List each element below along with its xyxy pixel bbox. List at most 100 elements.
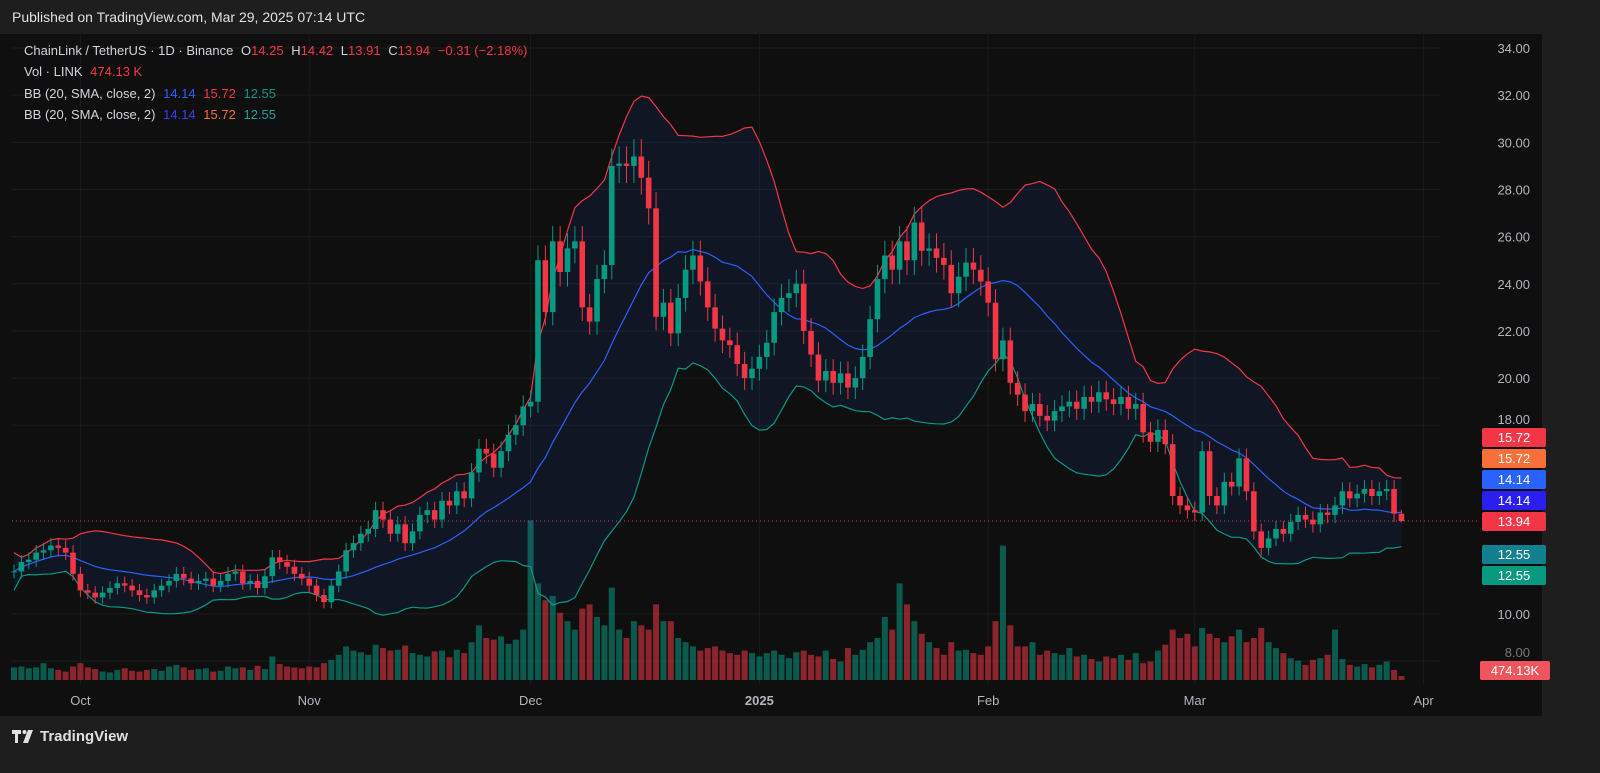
- candle-body: [1287, 521, 1294, 534]
- legend-bb2-row[interactable]: BB (20, SMA, close, 2) 14.14 15.72 12.55: [24, 107, 280, 122]
- symbol-label: ChainLink / TetherUS · 1D · Binance: [24, 43, 234, 58]
- candle-body: [1184, 505, 1191, 511]
- candle-body: [756, 356, 763, 369]
- volume-bar: [874, 638, 881, 680]
- candle-body: [25, 559, 32, 563]
- volume-bar: [1354, 666, 1361, 680]
- volume-bar: [261, 669, 268, 680]
- volume-bar: [1295, 660, 1302, 680]
- candle-body: [180, 573, 187, 579]
- candle-body: [431, 510, 438, 520]
- candle-body: [144, 595, 150, 598]
- candle-body: [476, 448, 482, 473]
- price-tick-label: 20.00: [1497, 371, 1530, 386]
- candle-body: [1317, 512, 1324, 525]
- candle-body: [896, 241, 903, 270]
- tradingview-logo[interactable]: TradingView: [12, 728, 128, 745]
- volume-bar: [402, 645, 409, 680]
- volume-bar: [1280, 653, 1287, 680]
- candle-body: [335, 571, 342, 586]
- candle-body: [1361, 488, 1368, 494]
- volume-bar: [992, 621, 999, 680]
- bb2-label: BB (20, SMA, close, 2): [24, 107, 156, 122]
- legend-symbol-row: ChainLink / TetherUS · 1D · Binance O14.…: [24, 43, 531, 58]
- volume-bar: [291, 667, 298, 680]
- candle-body: [852, 378, 859, 388]
- candle-body: [269, 557, 276, 577]
- volume-bar: [682, 642, 689, 680]
- badge-last-price: 13.94: [1482, 512, 1546, 531]
- candle-body: [926, 248, 932, 251]
- volume-bar: [173, 664, 180, 680]
- candle-body: [918, 222, 925, 251]
- volume-bar: [977, 654, 984, 680]
- candle-body: [1073, 401, 1080, 409]
- price-tick-label: 30.00: [1497, 135, 1530, 150]
- volume-bar: [579, 608, 586, 680]
- candle-body: [99, 592, 106, 598]
- volume-bar: [372, 644, 379, 680]
- candle-body: [173, 573, 180, 581]
- change-value: −0.31 (−2.18%): [437, 43, 528, 58]
- candle-body: [1332, 505, 1338, 515]
- volume-bar: [269, 656, 276, 680]
- volume-bar: [844, 648, 851, 680]
- volume-bar: [25, 668, 32, 680]
- volume-bar: [276, 664, 283, 680]
- candle-body: [417, 514, 423, 532]
- volume-bar: [999, 545, 1006, 680]
- candle-body: [225, 573, 231, 581]
- volume-bar: [719, 650, 726, 680]
- candle-body: [1125, 396, 1132, 409]
- volume-bar: [1051, 653, 1058, 680]
- legend-bb1-row[interactable]: BB (20, SMA, close, 2) 14.14 15.72 12.55: [24, 86, 280, 101]
- price-tick-label: 10.00: [1497, 607, 1530, 622]
- legend-volume-row: Vol · LINK 474.13 K: [24, 64, 146, 79]
- candle-body: [608, 165, 615, 265]
- candle-body: [601, 264, 608, 280]
- volume-bar: [1265, 642, 1272, 680]
- volume-bar: [704, 648, 711, 680]
- candle-body: [372, 510, 379, 530]
- volume-bar: [1088, 659, 1095, 680]
- volume-bar: [697, 650, 704, 680]
- candle-body: [911, 222, 918, 261]
- candle-body: [1066, 401, 1073, 407]
- volume-bar: [1162, 644, 1169, 680]
- volume-bar: [734, 654, 741, 680]
- price-tick-label: 22.00: [1497, 324, 1530, 339]
- candle-body: [299, 573, 305, 579]
- volume-bar: [483, 638, 490, 680]
- candle-body: [358, 533, 364, 544]
- candle-body: [33, 552, 39, 560]
- top-bar: Published on TradingView.com, Mar 29, 20…: [0, 0, 1600, 34]
- volume-bar: [911, 621, 918, 680]
- volume-bar: [557, 612, 564, 680]
- volume-bar: [1132, 653, 1139, 680]
- price-tick-label: 18.00: [1497, 412, 1530, 427]
- volume-bars: [11, 520, 1405, 680]
- candle-body: [904, 241, 910, 261]
- bollinger-band-fill: [14, 96, 1402, 616]
- volume-bar: [527, 520, 534, 680]
- candle-body: [1383, 488, 1390, 492]
- chart-pane[interactable]: [12, 34, 1542, 716]
- candle-body: [963, 262, 969, 277]
- candle-body: [823, 371, 829, 381]
- candle-body: [660, 302, 667, 317]
- candle-body: [1391, 488, 1397, 514]
- volume-bar: [298, 668, 305, 680]
- volume-bar: [815, 656, 822, 680]
- candle-body: [1022, 394, 1028, 412]
- volume-bar: [165, 666, 172, 680]
- volume-bar: [247, 669, 254, 680]
- candle-body: [520, 406, 527, 426]
- candle-body: [977, 269, 984, 282]
- candle-body: [136, 590, 143, 596]
- volume-bar: [867, 642, 874, 680]
- volume-bar: [453, 649, 460, 680]
- volume-bar: [431, 651, 438, 680]
- time-tick-label: Dec: [519, 693, 543, 708]
- bollinger-basis-line: [13, 248, 1402, 588]
